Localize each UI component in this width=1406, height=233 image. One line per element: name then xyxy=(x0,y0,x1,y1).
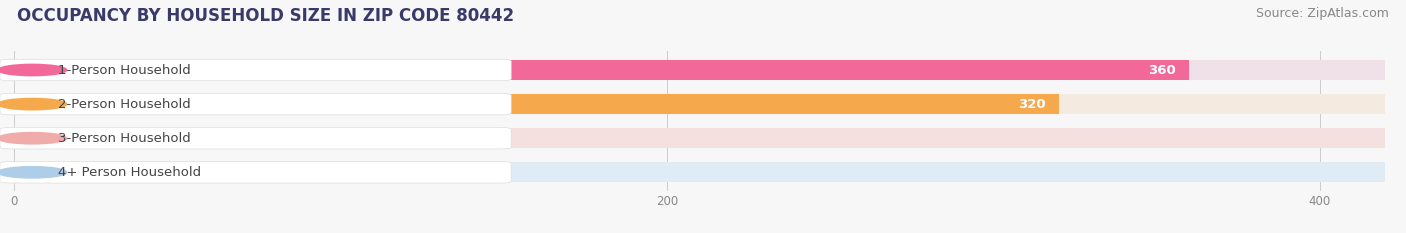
Bar xyxy=(14,60,1385,80)
Text: 320: 320 xyxy=(1018,98,1046,111)
Bar xyxy=(14,128,278,148)
Text: 81: 81 xyxy=(291,132,309,145)
Text: 3-Person Household: 3-Person Household xyxy=(58,132,190,145)
Text: 4+ Person Household: 4+ Person Household xyxy=(58,166,201,179)
Bar xyxy=(14,162,259,182)
Text: Source: ZipAtlas.com: Source: ZipAtlas.com xyxy=(1256,7,1389,20)
Text: 360: 360 xyxy=(1149,64,1175,76)
Bar xyxy=(14,162,1385,182)
Text: 1-Person Household: 1-Person Household xyxy=(58,64,190,76)
Bar xyxy=(14,128,1385,148)
Bar xyxy=(14,60,1189,80)
Text: OCCUPANCY BY HOUSEHOLD SIZE IN ZIP CODE 80442: OCCUPANCY BY HOUSEHOLD SIZE IN ZIP CODE … xyxy=(17,7,515,25)
Bar xyxy=(14,94,1059,114)
Text: 2-Person Household: 2-Person Household xyxy=(58,98,190,111)
Bar xyxy=(14,94,1385,114)
Text: 75: 75 xyxy=(271,166,290,179)
